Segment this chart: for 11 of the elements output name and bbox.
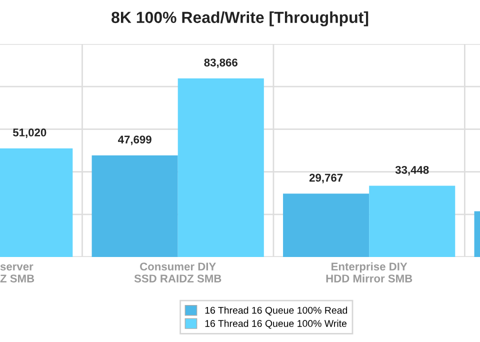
data-label: 51,020	[12, 128, 46, 138]
x-tick-label: Enterprise DIY HDD Mirror SMB	[326, 262, 412, 282]
x-tick-label: server Z SMB	[0, 264, 34, 282]
x-tick-label: Consumer DIY SSD RAIDZ SMB	[134, 262, 222, 282]
chart-title: 8K 100% Read/Write [Throughput]	[112, 11, 368, 26]
legend-label: 16 Thread 16 Queue 100% Write	[205, 320, 346, 329]
data-label: 29,767	[309, 174, 343, 184]
data-label: 83,866	[204, 58, 238, 68]
data-label: 33,448	[395, 166, 429, 176]
legend-label: 16 Thread 16 Queue 100% Read	[205, 306, 348, 316]
data-label: 47,699	[118, 136, 152, 146]
